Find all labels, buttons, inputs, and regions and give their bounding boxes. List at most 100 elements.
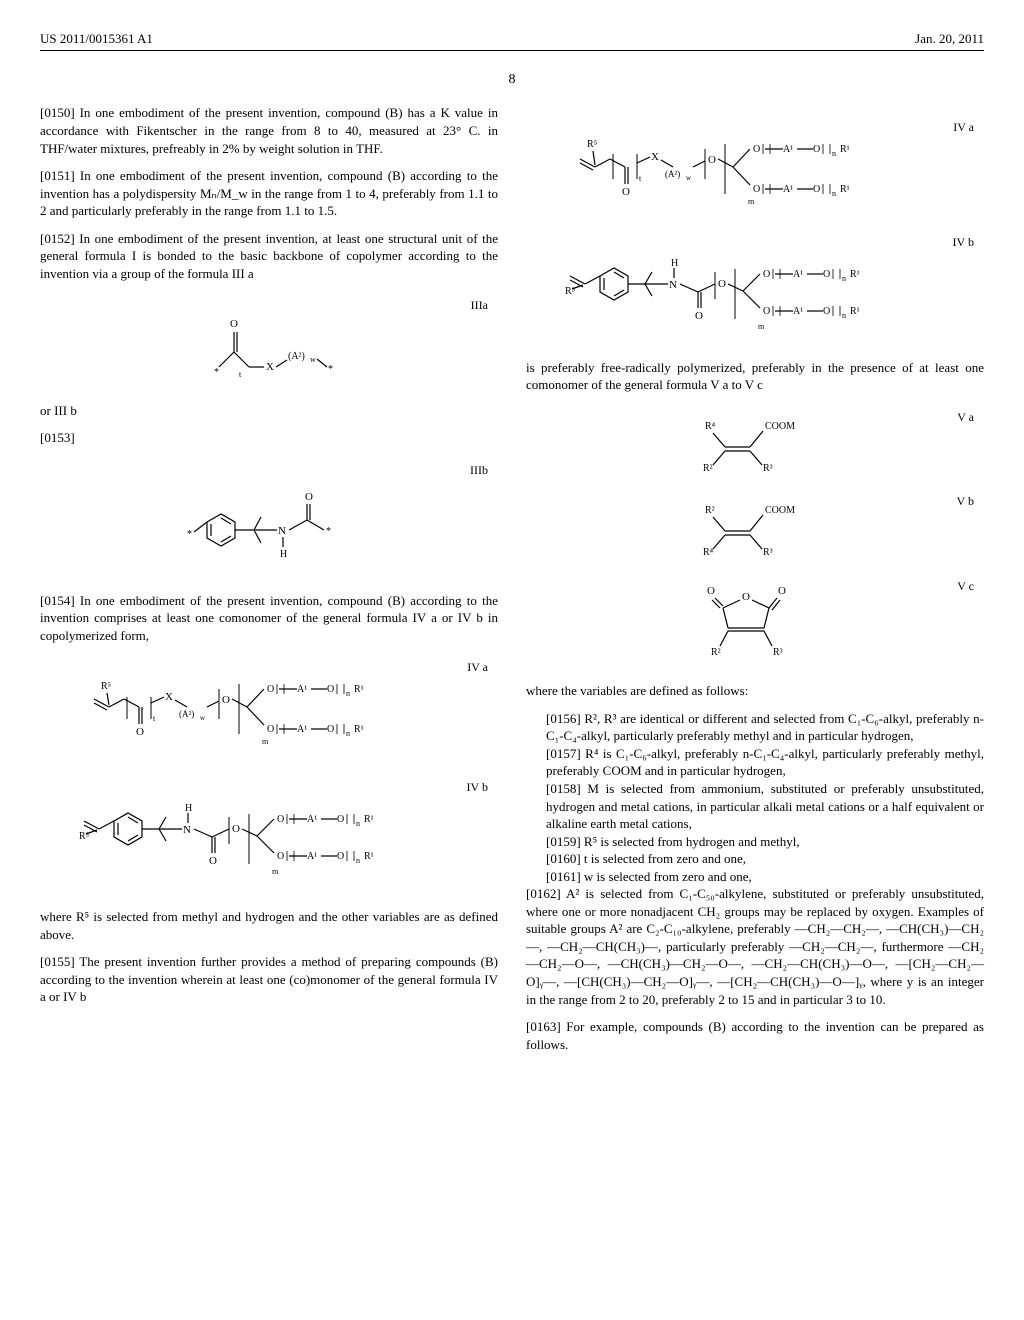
svg-text:R¹: R¹	[840, 184, 850, 195]
svg-text:O: O	[209, 855, 217, 867]
svg-text:n: n	[832, 149, 836, 158]
svg-text:m: m	[262, 737, 269, 746]
svg-text:R¹: R¹	[840, 144, 850, 155]
svg-text:n: n	[842, 274, 846, 283]
formula-IVa-right: IV a R⁵ O t X (A²)	[526, 119, 984, 219]
svg-text:R⁴: R⁴	[705, 421, 716, 432]
formula-IIIa: IIIa O * t X (A²) w *	[40, 297, 498, 387]
is-preferably-text: is preferably free-radically polymerized…	[526, 359, 984, 394]
svg-text:t: t	[239, 370, 242, 379]
svg-text:(A²): (A²)	[288, 351, 305, 362]
structure-Vb-icon: R² COOM R⁴ R³	[665, 493, 845, 558]
formula-IVb-left: IV b R⁵ N	[40, 779, 498, 894]
paragraph-0152: [0152] In one embodiment of the present …	[40, 230, 498, 283]
svg-text:*: *	[187, 529, 192, 540]
patent-header: US 2011/0015361 A1 Jan. 20, 2011	[40, 30, 984, 51]
svg-text:O: O	[622, 186, 630, 198]
svg-text:O: O	[813, 184, 820, 195]
svg-text:H: H	[185, 803, 192, 814]
formula-IVb-right: IV b R⁵ N H	[526, 234, 984, 344]
paragraph-0161: [0161] w is selected from zero and one,	[546, 868, 984, 886]
formula-IVa-left: IV a R⁵ O t X (A²)	[40, 659, 498, 764]
right-column: IV a R⁵ O t X (A²)	[526, 104, 984, 1063]
svg-text:O: O	[277, 851, 284, 862]
svg-text:t: t	[639, 174, 642, 183]
svg-text:O: O	[327, 724, 334, 735]
paragraph-0155: [0155] The present invention further pro…	[40, 953, 498, 1006]
structure-IVa-right-icon: R⁵ O t X (A²) w O	[565, 119, 945, 214]
paragraph-0156: [0156] R², R³ are identical or different…	[546, 710, 984, 745]
svg-text:COOM: COOM	[765, 505, 795, 516]
svg-text:O: O	[778, 585, 786, 597]
where-variables-text: where the variables are defined as follo…	[526, 682, 984, 700]
paragraph-0160: [0160] t is selected from zero and one,	[546, 850, 984, 868]
svg-text:A¹: A¹	[307, 814, 317, 825]
svg-text:*: *	[214, 367, 219, 378]
paragraph-0162: [0162] A² is selected from C₁-C₅₀-alkyle…	[526, 885, 984, 1008]
svg-text:N: N	[183, 824, 191, 836]
paragraph-0150: [0150] In one embodiment of the present …	[40, 104, 498, 157]
svg-text:A¹: A¹	[783, 144, 793, 155]
svg-text:O: O	[707, 585, 715, 597]
structure-Vc-icon: O O O R² R³	[665, 578, 845, 663]
svg-text:A¹: A¹	[297, 684, 307, 695]
or-IIIb-text: or III b	[40, 402, 498, 420]
svg-text:H: H	[280, 549, 287, 560]
svg-text:O: O	[763, 269, 770, 280]
svg-text:N: N	[278, 525, 286, 537]
svg-text:w: w	[200, 714, 206, 722]
paragraph-0163: [0163] For example, compounds (B) accord…	[526, 1018, 984, 1053]
svg-text:(A²): (A²)	[179, 709, 194, 719]
svg-text:COOM: COOM	[765, 421, 795, 432]
formula-Va: V a R⁴ COOM R² R³	[526, 409, 984, 479]
svg-text:O: O	[823, 269, 830, 280]
svg-text:O: O	[708, 154, 716, 166]
svg-text:R⁵: R⁵	[79, 831, 89, 842]
svg-text:R¹: R¹	[354, 724, 364, 735]
svg-text:O: O	[753, 184, 760, 195]
structure-IVb-right-icon: R⁵ N H O	[560, 234, 950, 339]
svg-text:O: O	[753, 144, 760, 155]
svg-text:O: O	[277, 814, 284, 825]
svg-text:O: O	[695, 310, 703, 322]
paragraph-0158: [0158] M is selected from ammonium, subs…	[546, 780, 984, 833]
formula-label-Vc: V c	[957, 578, 974, 594]
svg-text:O: O	[813, 144, 820, 155]
svg-text:O: O	[222, 694, 230, 706]
publication-date: Jan. 20, 2011	[915, 30, 984, 48]
formula-label-IIIb: IIIb	[470, 462, 488, 478]
two-column-layout: [0150] In one embodiment of the present …	[40, 104, 984, 1063]
svg-text:(A²): (A²)	[665, 169, 680, 179]
svg-text:R²: R²	[703, 463, 713, 474]
svg-text:O: O	[230, 318, 238, 330]
svg-text:n: n	[356, 856, 360, 865]
formula-label-IVb-right: IV b	[953, 234, 974, 250]
structure-IVa-left-icon: R⁵ O t X (A²) w O	[79, 659, 459, 759]
structure-IIIb-icon: * N H	[159, 462, 379, 572]
formula-label-IVa-left: IV a	[467, 659, 488, 675]
svg-text:O: O	[305, 491, 313, 503]
svg-text:O: O	[742, 591, 750, 603]
svg-text:R¹: R¹	[364, 814, 374, 825]
svg-text:R¹: R¹	[850, 306, 860, 317]
svg-text:X: X	[165, 691, 173, 703]
svg-text:H: H	[671, 258, 678, 269]
svg-text:R²: R²	[705, 505, 715, 516]
formula-Vc: V c O O O R²	[526, 578, 984, 668]
svg-text:R³: R³	[763, 547, 773, 558]
svg-text:O: O	[267, 724, 274, 735]
svg-text:A¹: A¹	[793, 306, 803, 317]
structure-IIIa-icon: O * t X (A²) w *	[179, 297, 359, 382]
svg-text:n: n	[832, 189, 836, 198]
formula-label-IIIa: IIIa	[471, 297, 488, 313]
svg-text:R⁴: R⁴	[703, 547, 714, 558]
svg-text:O: O	[718, 278, 726, 290]
left-column: [0150] In one embodiment of the present …	[40, 104, 498, 1063]
svg-text:O: O	[232, 823, 240, 835]
svg-text:m: m	[758, 322, 765, 331]
publication-number: US 2011/0015361 A1	[40, 30, 153, 48]
structure-IVb-left-icon: R⁵ N H O	[74, 779, 464, 889]
svg-text:X: X	[266, 361, 274, 373]
svg-text:n: n	[356, 819, 360, 828]
svg-text:O: O	[337, 851, 344, 862]
